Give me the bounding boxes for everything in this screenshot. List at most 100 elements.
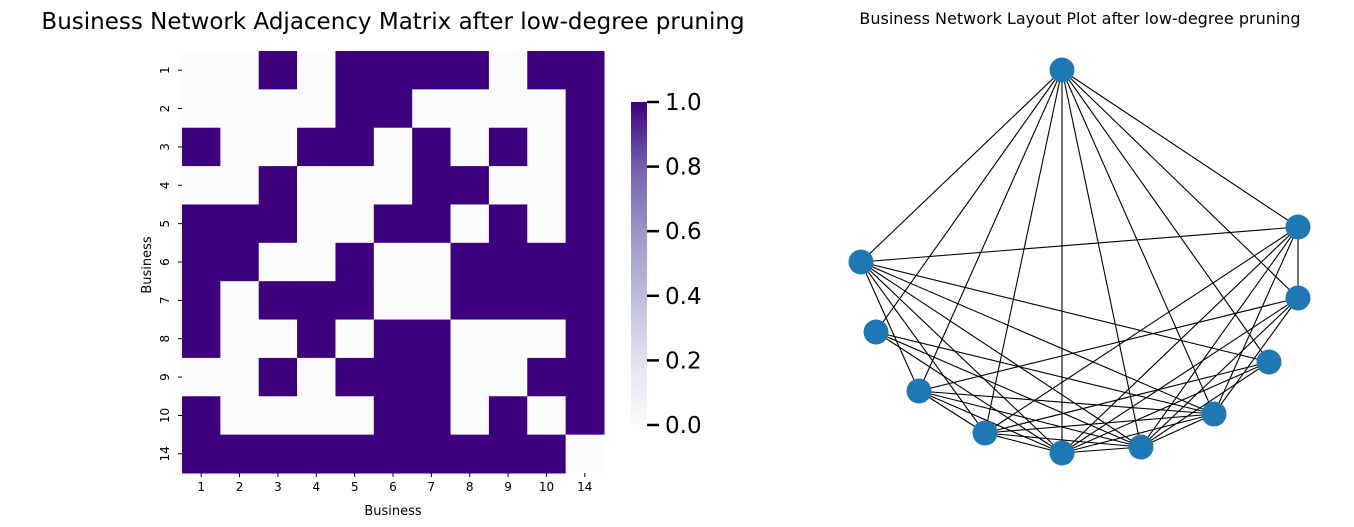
network-edge [875, 331, 1215, 415]
x-tick-label: 1 [197, 480, 205, 494]
heatmap-cells [182, 51, 605, 474]
heatmap-cell [527, 281, 567, 321]
heatmap-cell [412, 204, 452, 244]
heatmap-cell [450, 319, 490, 359]
heatmap-cell [182, 89, 221, 129]
heatmap-cell [527, 89, 567, 129]
heatmap-cell [182, 281, 221, 321]
heatmap-cell [527, 204, 567, 244]
heatmap-cell [182, 357, 221, 397]
x-tick-label: 2 [236, 480, 244, 494]
heatmap-cell [258, 319, 298, 359]
heatmap-cell [258, 357, 298, 397]
heatmap-cell [335, 357, 375, 397]
heatmap-cell [335, 204, 375, 244]
heatmap-cell [373, 357, 413, 397]
heatmap-title: Business Network Adjacency Matrix after … [41, 9, 744, 35]
heatmap-cell [182, 166, 221, 205]
network-edge [860, 69, 1063, 263]
heatmap-cell [182, 242, 221, 282]
heatmap-cell [412, 281, 452, 321]
heatmap-cell [297, 434, 336, 474]
network-edge [1061, 361, 1270, 454]
heatmap-cell [297, 51, 336, 90]
network-edge [984, 413, 1215, 434]
heatmap-cell [297, 127, 336, 167]
network-edge [875, 331, 1063, 454]
network-edge [984, 432, 1142, 448]
heatmap-cell [258, 434, 298, 474]
y-tick-label: 10 [158, 408, 172, 423]
heatmap-cell [297, 204, 336, 244]
heatmap-cell [450, 166, 490, 205]
heatmap-cell [373, 127, 413, 167]
heatmap-cell [297, 166, 336, 205]
heatmap-cell [373, 89, 413, 129]
heatmap-cell [373, 281, 413, 321]
network-node [863, 319, 889, 345]
heatmap-cell [258, 127, 298, 167]
heatmap-cell [565, 319, 605, 359]
heatmap-cell [527, 434, 567, 474]
heatmap-cell [565, 51, 605, 90]
heatmap-cell [527, 242, 567, 282]
heatmap-cell [488, 242, 528, 282]
network-edge [984, 226, 1299, 434]
colorbar-ticks: 0.0 0.2 0.4 0.6 0.8 1.0 [647, 90, 702, 439]
heatmap-cell [450, 281, 490, 321]
heatmap-cell [182, 319, 221, 359]
network-edge [918, 69, 1063, 392]
network-node [1128, 434, 1154, 460]
x-tick-label: 3 [274, 480, 282, 494]
heatmap-cell [335, 166, 375, 205]
heatmap-cell [258, 396, 298, 436]
colorbar: 0.0 0.2 0.4 0.6 0.8 1.0 [631, 90, 702, 439]
network-node [1285, 214, 1311, 240]
heatmap-cell [565, 242, 605, 282]
heatmap-cell [373, 396, 413, 436]
heatmap-cell [450, 434, 490, 474]
heatmap-cell [565, 357, 605, 397]
x-tick-label: 8 [466, 480, 474, 494]
network-edge [860, 226, 1299, 263]
heatmap-cell [182, 434, 221, 474]
heatmap-cell [488, 166, 528, 205]
network-edge [1140, 226, 1299, 448]
heatmap-cell [488, 319, 528, 359]
network-node [1256, 349, 1282, 375]
heatmap-cell [335, 434, 375, 474]
network-edge [1061, 69, 1299, 299]
heatmap-cell [527, 166, 567, 205]
heatmap-cell [258, 204, 298, 244]
y-tick-label: 4 [158, 181, 172, 189]
heatmap-cell [488, 396, 528, 436]
heatmap-cell [565, 396, 605, 436]
network-edge [1061, 413, 1215, 454]
heatmap-x-axis-label: Business [364, 504, 422, 519]
heatmap-cell [297, 319, 336, 359]
heatmap-cell [373, 204, 413, 244]
heatmap-cell [412, 357, 452, 397]
heatmap-cell [258, 166, 298, 205]
network-edge [918, 390, 1215, 415]
network-node [848, 249, 874, 275]
heatmap-cell [488, 434, 528, 474]
heatmap-cell [373, 319, 413, 359]
heatmap-cell [258, 51, 298, 90]
heatmap-cell [297, 357, 336, 397]
network-node [972, 420, 998, 446]
y-tick-label: 5 [158, 220, 172, 228]
network-node [906, 378, 932, 404]
heatmap-cell [297, 89, 336, 129]
heatmap-cell [335, 51, 375, 90]
x-tick-label: 5 [351, 480, 359, 494]
heatmap-cell [450, 396, 490, 436]
heatmap-cell [220, 434, 260, 474]
heatmap-cell [220, 357, 260, 397]
heatmap-cell [412, 242, 452, 282]
network-edge [918, 297, 1299, 392]
heatmap-cell [335, 319, 375, 359]
y-tick-label: 2 [158, 105, 172, 113]
heatmap-cell [220, 204, 260, 244]
heatmap-cell [527, 357, 567, 397]
